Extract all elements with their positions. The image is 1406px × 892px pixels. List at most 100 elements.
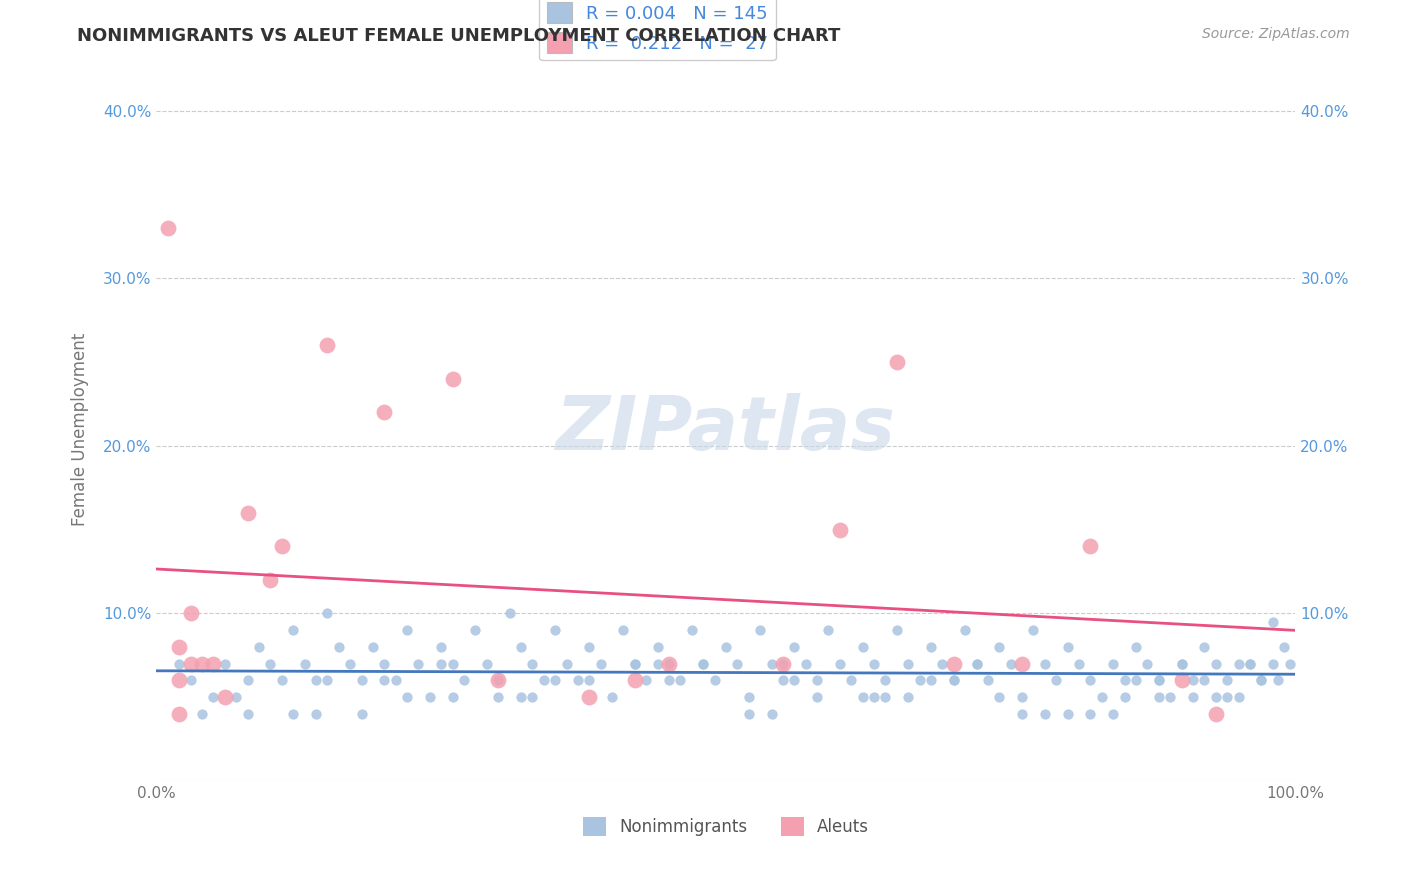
Point xyxy=(283,624,305,638)
Point xyxy=(373,405,395,419)
Point xyxy=(305,706,328,721)
Point xyxy=(169,706,191,721)
Point xyxy=(567,673,589,688)
Point xyxy=(1216,673,1239,688)
Point xyxy=(1194,640,1216,654)
Point xyxy=(191,706,214,721)
Point xyxy=(396,690,419,705)
Point xyxy=(920,640,942,654)
Point xyxy=(794,657,817,671)
Point xyxy=(578,690,600,705)
Point xyxy=(886,624,908,638)
Point xyxy=(1272,640,1295,654)
Text: Source: ZipAtlas.com: Source: ZipAtlas.com xyxy=(1202,27,1350,41)
Point xyxy=(1114,673,1136,688)
Point xyxy=(806,690,828,705)
Point xyxy=(953,624,976,638)
Point xyxy=(350,706,373,721)
Point xyxy=(283,706,305,721)
Point xyxy=(1250,673,1272,688)
Point xyxy=(1181,690,1204,705)
Point xyxy=(1261,615,1284,629)
Point xyxy=(408,657,430,671)
Point xyxy=(852,690,875,705)
Point xyxy=(772,657,794,671)
Point xyxy=(863,657,886,671)
Point xyxy=(510,690,533,705)
Point xyxy=(259,573,281,587)
Point xyxy=(1011,690,1033,705)
Point xyxy=(1147,673,1170,688)
Point xyxy=(202,690,225,705)
Point xyxy=(1056,640,1078,654)
Point xyxy=(1250,673,1272,688)
Point xyxy=(852,640,875,654)
Point xyxy=(966,657,988,671)
Point xyxy=(828,657,851,671)
Point xyxy=(180,657,202,671)
Point xyxy=(1125,673,1147,688)
Point xyxy=(1000,657,1022,671)
Point xyxy=(578,640,600,654)
Point xyxy=(681,624,703,638)
Point xyxy=(396,624,419,638)
Point xyxy=(202,657,225,671)
Point xyxy=(316,673,339,688)
Point xyxy=(191,657,214,671)
Point xyxy=(886,355,908,369)
Point xyxy=(486,673,509,688)
Point xyxy=(294,657,316,671)
Point xyxy=(316,338,339,352)
Point xyxy=(1067,657,1090,671)
Point xyxy=(419,690,441,705)
Point xyxy=(1261,657,1284,671)
Point xyxy=(658,657,681,671)
Point xyxy=(441,372,464,386)
Point xyxy=(339,657,361,671)
Point xyxy=(920,673,942,688)
Point xyxy=(942,673,965,688)
Point xyxy=(703,673,725,688)
Point xyxy=(817,624,839,638)
Point xyxy=(977,673,1000,688)
Point xyxy=(1033,657,1056,671)
Point xyxy=(738,706,761,721)
Point xyxy=(828,523,851,537)
Point xyxy=(1011,706,1033,721)
Point xyxy=(1080,673,1102,688)
Point xyxy=(897,657,920,671)
Point xyxy=(498,607,520,621)
Point xyxy=(692,657,714,671)
Point xyxy=(761,706,783,721)
Point xyxy=(875,690,897,705)
Point xyxy=(486,673,509,688)
Point xyxy=(305,673,328,688)
Point xyxy=(839,673,862,688)
Point xyxy=(270,673,292,688)
Point xyxy=(1045,673,1067,688)
Point xyxy=(522,657,544,671)
Point xyxy=(236,706,259,721)
Point xyxy=(361,640,384,654)
Point xyxy=(544,673,567,688)
Point xyxy=(589,657,612,671)
Point xyxy=(156,221,179,235)
Point xyxy=(772,657,794,671)
Point xyxy=(373,673,395,688)
Point xyxy=(225,690,247,705)
Point xyxy=(1080,540,1102,554)
Point xyxy=(544,624,567,638)
Point xyxy=(647,657,669,671)
Point xyxy=(1136,657,1159,671)
Point xyxy=(1022,624,1045,638)
Point xyxy=(169,657,191,671)
Point xyxy=(783,640,806,654)
Point xyxy=(1205,706,1227,721)
Point xyxy=(624,657,647,671)
Point xyxy=(169,673,191,688)
Point xyxy=(875,673,897,688)
Point xyxy=(658,673,681,688)
Point xyxy=(1114,690,1136,705)
Point xyxy=(1267,673,1289,688)
Point xyxy=(783,673,806,688)
